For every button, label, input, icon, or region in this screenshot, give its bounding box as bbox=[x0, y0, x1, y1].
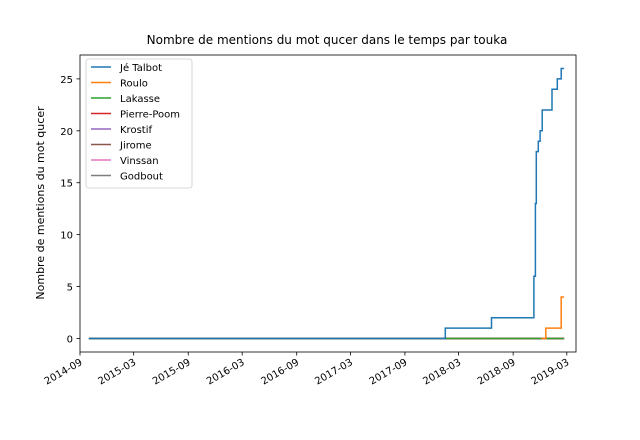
y-axis-label: Nombre de mentions du mot qucer bbox=[34, 106, 47, 300]
x-tick-label: 2015-09 bbox=[151, 357, 193, 387]
y-tick-label: 20 bbox=[60, 127, 73, 138]
x-tick-label: 2017-03 bbox=[313, 357, 355, 387]
series-layer bbox=[88, 67, 565, 340]
legend-label: Godbout bbox=[120, 172, 163, 183]
legend-label: Vinssan bbox=[120, 156, 159, 167]
x-tick-label: 2016-09 bbox=[260, 357, 302, 387]
legend: Jé Talbot Roulo Lakasse Pierre-Poom Krostif J… bbox=[85, 58, 193, 189]
series-line-0 bbox=[88, 67, 565, 340]
x-tick-label: 2019-03 bbox=[530, 357, 572, 387]
x-tick-label: 2014-09 bbox=[43, 357, 85, 387]
x-tick-label: 2017-09 bbox=[368, 357, 410, 387]
y-tick-label: 15 bbox=[60, 179, 73, 190]
y-tick-label: 0 bbox=[67, 335, 73, 346]
legend-label: Pierre-Poom bbox=[120, 110, 180, 121]
legend-label: Lakasse bbox=[120, 94, 160, 105]
legend-label: Roulo bbox=[120, 79, 148, 90]
x-tick-label: 2015-03 bbox=[97, 357, 139, 387]
x-tick-label: 2016-03 bbox=[205, 357, 247, 387]
x-tick-label: 2018-03 bbox=[421, 357, 463, 387]
series-line-1 bbox=[541, 296, 565, 340]
chart-title: Nombre de mentions du mot qucer dans le … bbox=[147, 33, 508, 47]
legend-label: Krostif bbox=[120, 125, 152, 136]
y-tick-label: 5 bbox=[67, 283, 73, 294]
plot-frame bbox=[79, 54, 577, 353]
legend-label: Jé Talbot bbox=[119, 62, 162, 74]
legend-label: Jirome bbox=[119, 141, 152, 152]
legend-box bbox=[85, 58, 193, 189]
y-tick-label: 10 bbox=[60, 231, 73, 242]
x-tick-label: 2018-09 bbox=[476, 357, 518, 387]
y-tick-label: 25 bbox=[60, 75, 73, 86]
